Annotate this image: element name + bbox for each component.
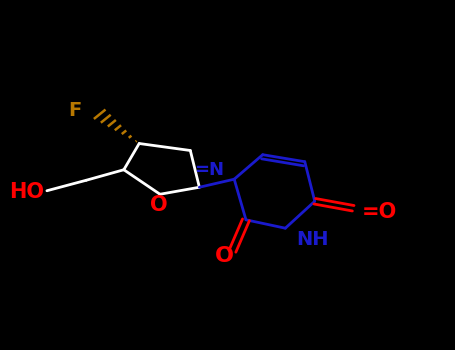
Text: NH: NH: [297, 230, 329, 249]
Text: F: F: [69, 101, 82, 120]
Text: HO: HO: [9, 182, 44, 203]
Text: O: O: [215, 246, 234, 266]
Text: O: O: [150, 195, 167, 215]
Text: =O: =O: [362, 202, 398, 222]
Text: =N: =N: [194, 161, 224, 179]
